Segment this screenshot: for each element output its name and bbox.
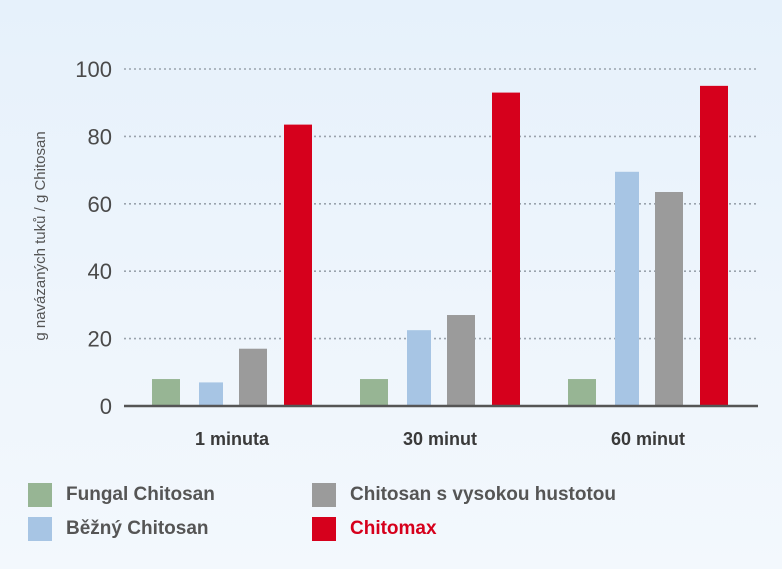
legend-label: Chitosan s vysokou hustotou <box>350 484 617 505</box>
bar <box>284 124 312 406</box>
y-tick-label: 20 <box>88 327 112 352</box>
legend-item-bezny-chitosan: Běžný Chitosan <box>28 514 209 544</box>
x-category-label: 30 minut <box>403 429 477 449</box>
legend-label: Fungal Chitosan <box>66 484 215 505</box>
legend: Fungal Chitosan Běžný Chitosan Chitosan … <box>28 480 748 550</box>
legend-item-chitosan-vysoka-hustota: Chitosan s vysokou hustotou <box>312 480 616 510</box>
bar <box>700 85 728 406</box>
bar <box>239 348 267 406</box>
bar <box>199 382 223 406</box>
y-tick-label: 60 <box>88 192 112 217</box>
bar-chart: 0 20 40 60 80 100 1 minuta 30 minut 60 minut g … <box>32 57 758 449</box>
x-category-label: 1 minuta <box>195 429 270 449</box>
y-tick-label: 100 <box>75 57 112 82</box>
bar <box>447 315 475 406</box>
legend-label: Chitomax <box>350 518 437 539</box>
legend-swatch <box>28 517 52 541</box>
y-tick-label: 40 <box>88 259 112 284</box>
bars <box>152 85 728 406</box>
x-category-labels: 1 minuta 30 minut 60 minut <box>195 429 685 449</box>
legend-item-fungal-chitosan: Fungal Chitosan <box>28 480 215 510</box>
legend-label: Běžný Chitosan <box>66 518 209 539</box>
legend-item-chitomax: Chitomax <box>312 514 437 544</box>
bar <box>615 171 639 406</box>
y-axis-title: g navázaných tuků / g Chitosan <box>32 131 49 340</box>
legend-swatch <box>312 483 336 507</box>
legend-swatch <box>312 517 336 541</box>
bar <box>655 192 683 406</box>
legend-swatch <box>28 483 52 507</box>
y-tick-label: 0 <box>100 394 112 419</box>
bar <box>152 379 180 406</box>
bar <box>492 92 520 406</box>
gridlines <box>124 68 758 340</box>
bar <box>407 330 431 406</box>
y-tick-label: 80 <box>88 124 112 149</box>
y-tick-labels: 0 20 40 60 80 100 <box>75 57 112 419</box>
bar <box>360 379 388 406</box>
x-category-label: 60 minut <box>611 429 685 449</box>
bar <box>568 379 596 406</box>
